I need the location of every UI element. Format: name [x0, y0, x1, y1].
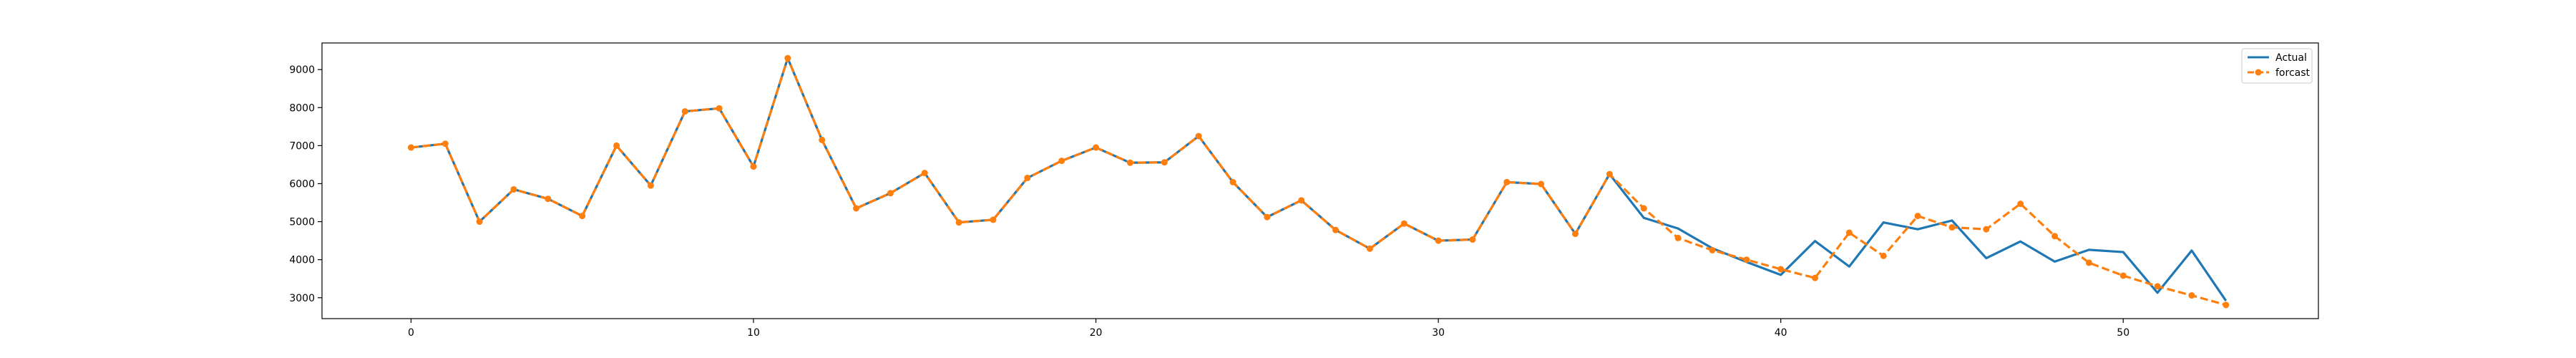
- forecast-point: [2051, 233, 2059, 240]
- forecast-point: [1572, 231, 1579, 238]
- forecast-point: [1332, 226, 1340, 233]
- forecast-point: [1298, 197, 1305, 204]
- forecast-point: [1606, 170, 1613, 178]
- forecast-point: [1640, 205, 1647, 212]
- forecast-point: [407, 144, 414, 151]
- forecast-point: [2154, 283, 2161, 290]
- forecast-point: [1880, 252, 1887, 259]
- forecast-point: [887, 190, 894, 197]
- forecast-point: [1948, 224, 1956, 231]
- forecast-point: [1914, 213, 1921, 220]
- forecast-point: [955, 219, 962, 226]
- series-layer: [407, 54, 2230, 309]
- forecast-point: [2017, 200, 2024, 208]
- forecast-point: [1229, 178, 1236, 185]
- forecast-point: [1195, 132, 1202, 140]
- forecast-point: [545, 195, 552, 203]
- forecast-point: [990, 216, 997, 223]
- forecast-point: [1024, 175, 1031, 182]
- forecast-point: [1400, 220, 1407, 227]
- forecast-point: [1503, 178, 1511, 185]
- forecast-point: [2119, 272, 2127, 279]
- legend-marker-forecast: [2255, 69, 2262, 76]
- x-axis: 0 10 20 30 40 50: [408, 319, 2129, 339]
- forecast-point: [921, 170, 928, 177]
- forecast-point: [1126, 159, 1133, 166]
- forecast-point: [1469, 236, 1476, 243]
- x-tick-label: 0: [408, 327, 414, 339]
- y-axis: 3000 4000 5000 6000 7000 8000 9000: [289, 64, 322, 304]
- forecast-point: [1058, 158, 1065, 165]
- forecast-point: [1777, 266, 1785, 273]
- forecast-point: [579, 213, 586, 220]
- forecast-point: [750, 163, 757, 170]
- forecast-point: [716, 105, 723, 112]
- y-tick-label: 7000: [289, 140, 315, 152]
- forecast-point: [853, 205, 860, 212]
- forecast-point: [2223, 301, 2230, 309]
- forecast-point: [1845, 229, 1853, 236]
- forecast-point: [1161, 159, 1168, 166]
- forecast-point: [1093, 144, 1100, 151]
- forecast-point: [1538, 180, 1545, 188]
- x-tick-label: 50: [2117, 327, 2129, 339]
- forecast-point: [647, 182, 654, 189]
- forecast-point: [1743, 256, 1750, 263]
- forecast-point: [1709, 246, 1716, 253]
- legend: Actual forcast: [2241, 48, 2313, 84]
- forecast-point: [1435, 237, 1442, 244]
- forecast-point: [819, 136, 826, 143]
- forecast-point: [784, 54, 791, 62]
- y-tick-label: 6000: [289, 178, 315, 190]
- y-tick-label: 3000: [289, 293, 315, 304]
- y-tick-label: 9000: [289, 64, 315, 76]
- series-line-forecast: [411, 57, 2227, 306]
- x-tick-label: 40: [1775, 327, 1787, 339]
- forecast-point: [476, 218, 483, 226]
- forecast-point: [2085, 259, 2092, 266]
- forecast-point: [681, 108, 688, 115]
- forecast-point: [2188, 292, 2195, 299]
- forecast-point: [613, 142, 620, 149]
- y-tick-label: 5000: [289, 217, 315, 228]
- x-tick-label: 10: [747, 327, 760, 339]
- forecast-point: [1983, 226, 1990, 233]
- forecast-point: [1366, 245, 1373, 252]
- forecast-point: [510, 185, 517, 193]
- y-tick-label: 4000: [289, 255, 315, 266]
- plot-area: [321, 42, 2319, 319]
- y-tick-label: 8000: [289, 102, 315, 114]
- forecast-point: [1264, 213, 1271, 221]
- x-tick-label: 20: [1090, 327, 1103, 339]
- x-tick-label: 30: [1432, 327, 1445, 339]
- forecast-point: [441, 140, 449, 147]
- forecast-point: [1812, 274, 1819, 281]
- forecast-point: [1674, 234, 1682, 241]
- legend-label-forecast: forcast: [2275, 67, 2311, 79]
- legend-label-actual: Actual: [2275, 52, 2307, 64]
